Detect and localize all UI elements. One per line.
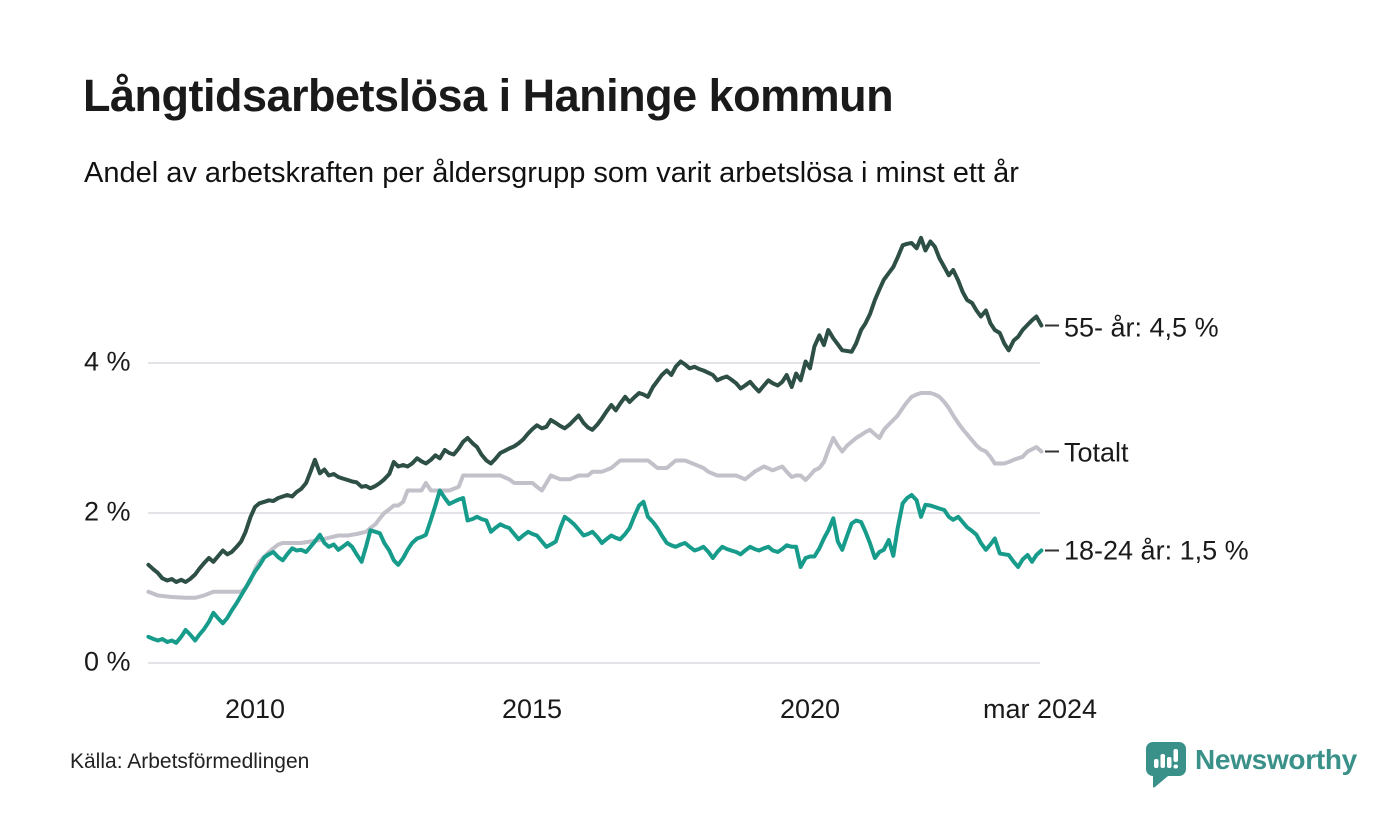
series-line-totalt: [146, 391, 1044, 600]
x-tick-mar-2024: mar 2024: [982, 694, 1098, 724]
series-line-18-24-r: [146, 488, 1044, 645]
series-label-18-24-ar: 18-24 år: 1,5 %: [1064, 535, 1249, 566]
page-subtitle: Andel av arbetskraften per åldersgrupp s…: [84, 157, 1019, 189]
y-tick-4pct: 4 %: [84, 346, 131, 377]
y-tick-0pct: 0 %: [84, 646, 131, 677]
series-label-55-ar: 55- år: 4,5 %: [1064, 312, 1219, 343]
series-line-55-r: [146, 235, 1044, 584]
x-tick-2020: 2020: [779, 694, 841, 724]
y-tick-2pct: 2 %: [84, 496, 131, 527]
newsworthy-logo-icon: [1146, 742, 1186, 788]
page-title: Långtidsarbetslösa i Haninge kommun: [83, 70, 894, 121]
series-label-totalt: Totalt: [1064, 437, 1129, 468]
source-note: Källa: Arbetsförmedlingen: [70, 750, 310, 773]
brand-wordmark: Newsworthy: [1195, 744, 1357, 775]
x-tick-2010: 2010: [224, 694, 286, 724]
logo-bar-chart-glyph: [1154, 749, 1178, 769]
brand-lockup: Newsworthy: [1146, 742, 1357, 788]
x-tick-2015: 2015: [501, 694, 563, 724]
